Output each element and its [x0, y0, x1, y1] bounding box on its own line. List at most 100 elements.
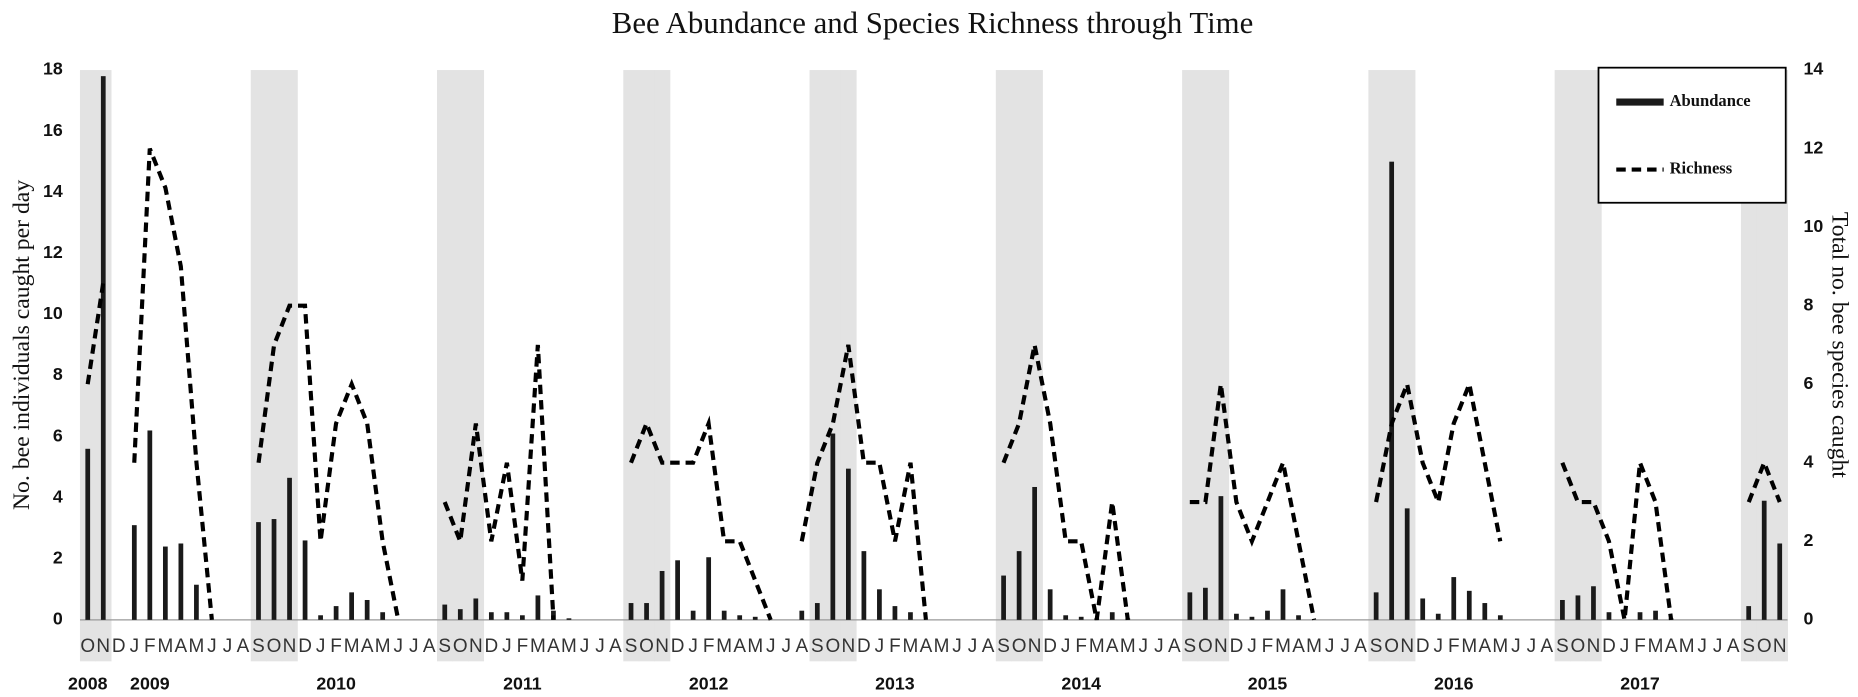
bar	[690, 610, 696, 620]
season-band	[468, 70, 485, 662]
y-axis-title: No. bee individuals caught per day	[9, 180, 35, 510]
x-tick-label: A	[1292, 636, 1305, 657]
x-tick-label: S	[625, 636, 638, 657]
bar	[1234, 613, 1239, 620]
x-tick-label: J	[1247, 636, 1256, 657]
x-tick-label: N	[1028, 636, 1042, 657]
bar	[1265, 610, 1270, 620]
bar	[256, 522, 261, 620]
bar	[1560, 599, 1565, 620]
x-tick-label: J	[316, 636, 325, 657]
season-band	[654, 70, 671, 662]
x-tick-label: O	[1384, 636, 1399, 657]
x-tick-label: A	[1106, 636, 1119, 657]
x-tick-label: J	[502, 636, 511, 657]
bar	[488, 612, 494, 620]
x-tick-label: N	[1773, 636, 1787, 657]
season-band	[1197, 70, 1214, 662]
x-tick-label: A	[361, 636, 374, 657]
y-tick-label: 18	[43, 59, 63, 79]
season-band	[1368, 70, 1385, 662]
x-tick-label: J	[1713, 636, 1722, 657]
bar	[271, 519, 277, 620]
x-tick-label: J	[130, 636, 139, 657]
x-tick-label: D	[112, 636, 126, 657]
x-tick-label: O	[1198, 636, 1213, 657]
x-tick-label: M	[1275, 636, 1291, 657]
y-tick-label: 0	[53, 609, 63, 629]
bar	[1435, 613, 1441, 620]
x-tick-label: N	[842, 636, 856, 657]
year-label: 2012	[689, 674, 729, 694]
x-tick-label: A	[175, 636, 188, 657]
x-tick-label: A	[920, 636, 933, 657]
x-tick-label: J	[223, 636, 232, 657]
bar	[814, 603, 820, 620]
x-tick-label: N	[1400, 636, 1414, 657]
x-tick-label: S	[997, 636, 1010, 657]
bar	[1001, 575, 1006, 620]
bar	[908, 612, 913, 620]
bar	[737, 615, 743, 620]
bar	[1047, 589, 1053, 620]
y2-tick-label: 0	[1803, 609, 1813, 629]
y2-tick-label: 12	[1803, 137, 1823, 157]
y-tick-label: 16	[43, 120, 63, 140]
legend-label: Richness	[1670, 158, 1733, 177]
year-label: 2011	[503, 674, 542, 694]
bar	[752, 616, 758, 620]
x-tick-label: N	[283, 636, 297, 657]
x-tick-label: N	[96, 636, 110, 657]
x-tick-label: J	[875, 636, 884, 657]
season-band	[623, 70, 640, 662]
x-tick-label: J	[207, 636, 216, 657]
y-tick-label: 14	[43, 181, 63, 201]
year-label: 2013	[875, 674, 915, 694]
bar	[380, 612, 386, 620]
season-band	[437, 70, 454, 662]
bar	[194, 584, 199, 620]
bar	[1032, 486, 1038, 620]
x-tick-label: F	[1075, 636, 1087, 657]
bar	[1420, 598, 1426, 620]
bar	[1280, 589, 1286, 620]
x-tick-label: S	[1184, 636, 1197, 657]
bar	[877, 589, 882, 620]
season-band	[452, 70, 469, 662]
x-tick-label: N	[655, 636, 669, 657]
year-label: 2008	[68, 674, 108, 694]
y2-tick-label: 10	[1803, 216, 1823, 236]
x-tick-label: M	[344, 636, 360, 657]
x-tick-label: S	[252, 636, 265, 657]
x-tick-label: J	[1527, 636, 1536, 657]
season-band	[638, 70, 655, 662]
x-tick-label: M	[157, 636, 173, 657]
bar	[551, 610, 556, 620]
x-tick-label: J	[1061, 636, 1070, 657]
bar	[1451, 577, 1457, 620]
bar	[364, 599, 370, 620]
year-label: 2010	[316, 674, 356, 694]
bar	[1575, 595, 1581, 620]
season-band	[809, 70, 826, 662]
bar	[1761, 500, 1767, 620]
x-tick-label: D	[1602, 636, 1616, 657]
x-tick-label: D	[484, 636, 498, 657]
x-tick-label: D	[1416, 636, 1430, 657]
x-tick-label: M	[530, 636, 546, 657]
bar	[644, 603, 649, 620]
bar	[1296, 615, 1301, 620]
y-tick-label: 2	[53, 547, 63, 567]
bar	[520, 615, 525, 620]
bar	[100, 76, 106, 620]
x-tick-label: F	[330, 636, 342, 657]
bar	[287, 477, 292, 620]
x-tick-label: J	[580, 636, 589, 657]
bar	[349, 592, 355, 620]
bar	[162, 546, 168, 620]
richness-line	[85, 147, 1782, 621]
x-tick-label: M	[1648, 636, 1664, 657]
x-tick-label: J	[1139, 636, 1148, 657]
x-tick-label: J	[409, 636, 418, 657]
bar	[473, 598, 479, 620]
